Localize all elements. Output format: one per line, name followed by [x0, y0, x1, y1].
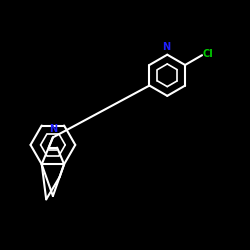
Text: N: N	[49, 124, 57, 134]
Text: N: N	[162, 42, 170, 52]
Text: Cl: Cl	[203, 49, 213, 59]
